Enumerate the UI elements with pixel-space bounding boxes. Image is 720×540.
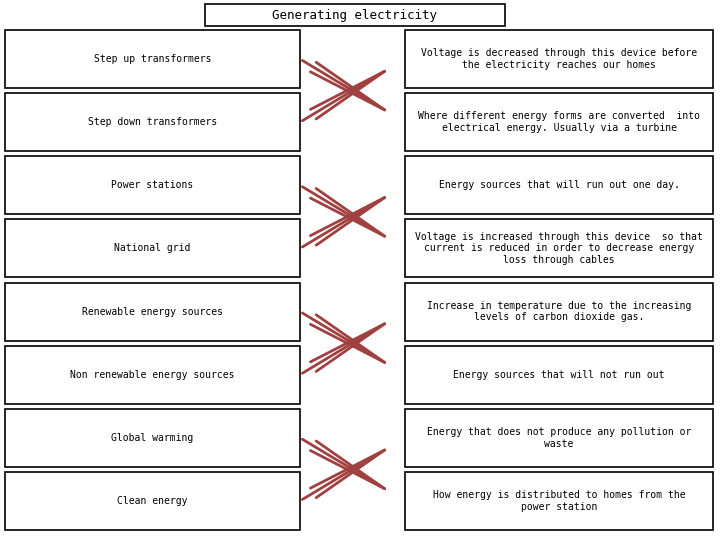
- Bar: [5, 30, 300, 88]
- Text: Increase in temperature due to the increasing
levels of carbon dioxide gas.: Increase in temperature due to the incre…: [427, 301, 691, 322]
- Bar: [405, 156, 713, 214]
- Text: Renewable energy sources: Renewable energy sources: [82, 307, 223, 316]
- Text: Energy sources that will run out one day.: Energy sources that will run out one day…: [438, 180, 680, 190]
- Bar: [205, 4, 505, 26]
- Bar: [5, 156, 300, 214]
- Text: Non renewable energy sources: Non renewable energy sources: [71, 370, 235, 380]
- Text: National grid: National grid: [114, 244, 191, 253]
- Bar: [405, 219, 713, 278]
- Bar: [405, 409, 713, 467]
- Bar: [5, 282, 300, 341]
- Bar: [405, 93, 713, 151]
- Bar: [405, 30, 713, 88]
- Text: Voltage is decreased through this device before
the electricity reaches our home: Voltage is decreased through this device…: [421, 48, 697, 70]
- Text: Energy sources that will not run out: Energy sources that will not run out: [454, 370, 665, 380]
- Text: Step up transformers: Step up transformers: [94, 54, 211, 64]
- Bar: [405, 472, 713, 530]
- Bar: [405, 346, 713, 404]
- Text: Generating electricity: Generating electricity: [272, 9, 438, 22]
- Bar: [5, 93, 300, 151]
- Text: Step down transformers: Step down transformers: [88, 117, 217, 127]
- Text: Power stations: Power stations: [112, 180, 194, 190]
- Text: Clean energy: Clean energy: [117, 496, 188, 506]
- Bar: [5, 472, 300, 530]
- Text: Where different energy forms are converted  into
electrical energy. Usually via : Where different energy forms are convert…: [418, 111, 700, 133]
- Text: Global warming: Global warming: [112, 433, 194, 443]
- Bar: [5, 219, 300, 278]
- Bar: [405, 282, 713, 341]
- Bar: [5, 409, 300, 467]
- Text: Voltage is increased through this device  so that
current is reduced in order to: Voltage is increased through this device…: [415, 232, 703, 265]
- Text: How energy is distributed to homes from the
power station: How energy is distributed to homes from …: [433, 490, 685, 512]
- Text: Energy that does not produce any pollution or
waste: Energy that does not produce any polluti…: [427, 427, 691, 449]
- Bar: [5, 346, 300, 404]
